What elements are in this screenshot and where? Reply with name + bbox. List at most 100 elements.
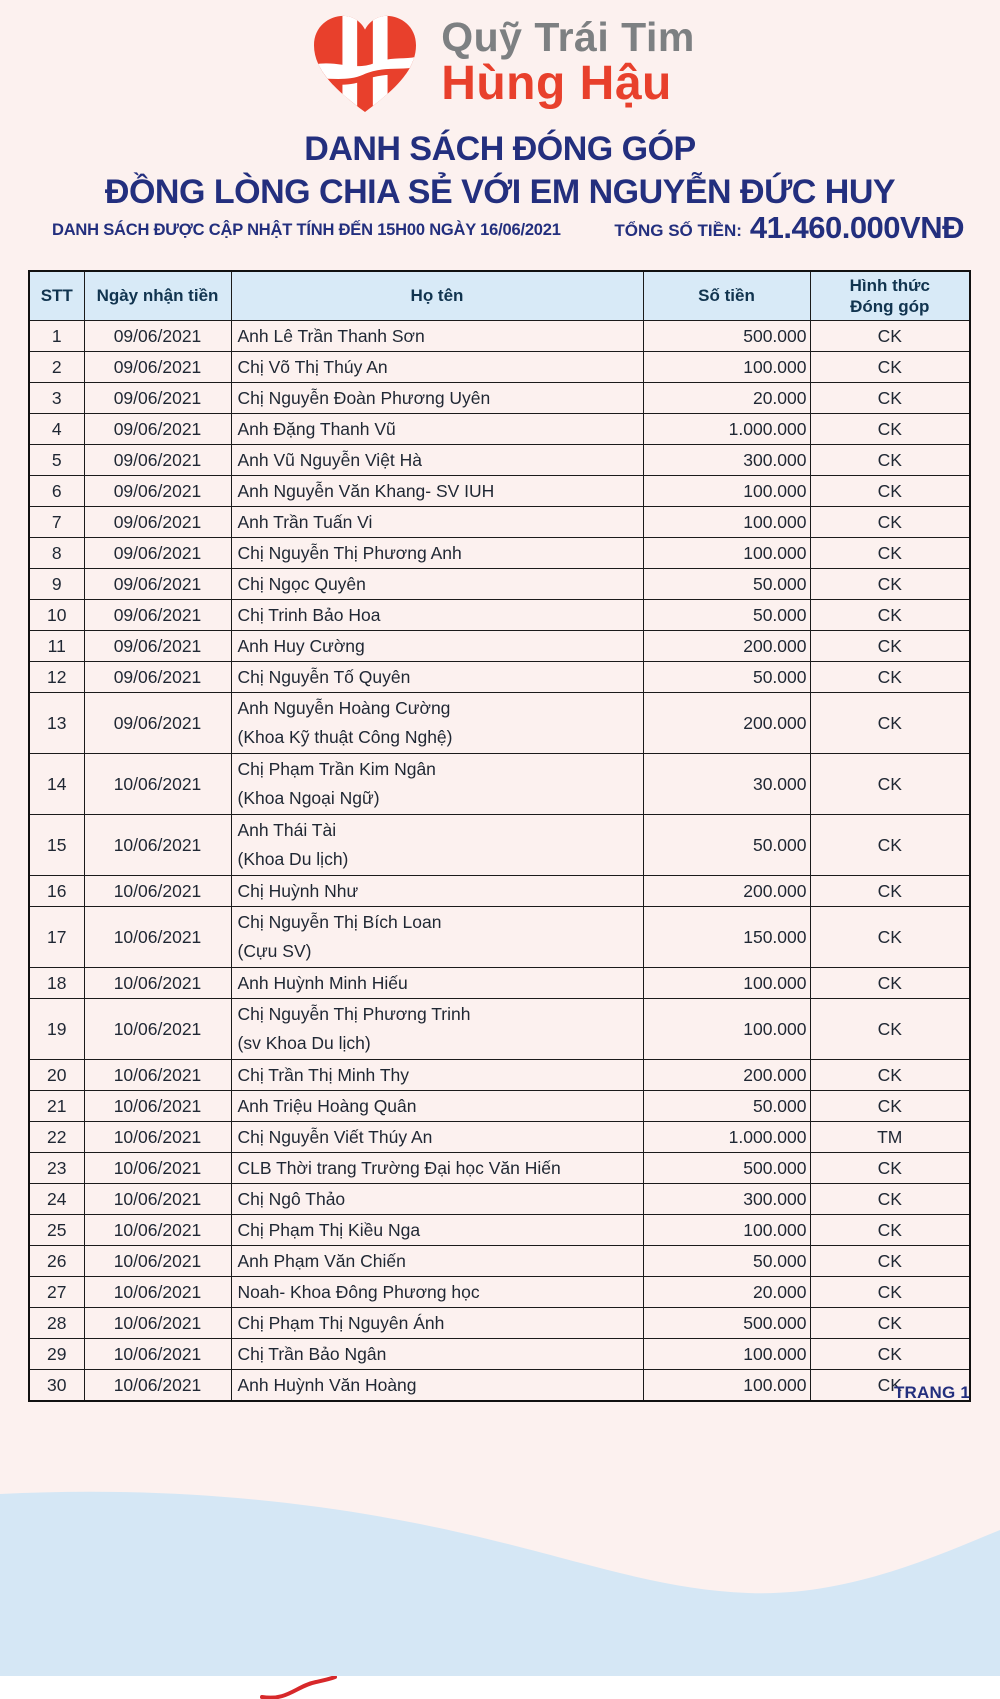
table-row: 15 10/06/2021 Anh Thái Tài (Khoa Du lịch) 50… — [28, 814, 971, 876]
cell-date: 09/06/2021 — [83, 351, 232, 383]
cell-date: 10/06/2021 — [83, 1152, 232, 1184]
table-row: 3 09/06/2021 Chị Nguyễn Đoàn Phương Uyên 20… — [28, 382, 971, 414]
cell-stt: 17 — [28, 906, 85, 968]
cell-name: Chị Trần Thị Minh Thy — [230, 1059, 644, 1091]
cell-method: CK — [809, 1338, 971, 1370]
cell-name: Noah- Khoa Đông Phương học — [230, 1276, 644, 1308]
cell-stt: 13 — [28, 692, 85, 754]
donor-name: Chị Nguyễn Tố Quyên — [237, 666, 411, 687]
table-row: 6 09/06/2021 Anh Nguyễn Văn Khang- SV IUH 1… — [28, 475, 971, 507]
cell-date: 10/06/2021 — [83, 1183, 232, 1215]
cell-method: CK — [809, 1214, 971, 1246]
table-row: 14 10/06/2021 Chị Phạm Trần Kim Ngân (Khoa … — [28, 753, 971, 815]
brand-header: Quỹ Trái Tim Hùng Hậu — [0, 12, 1000, 114]
table-row: 30 10/06/2021 Anh Huỳnh Văn Hoàng 100.000 CK — [28, 1369, 971, 1402]
cell-method: CK — [809, 444, 971, 476]
cell-date: 09/06/2021 — [83, 692, 232, 754]
table-row: 1 09/06/2021 Anh Lê Trần Thanh Sơn 500.000 C… — [28, 320, 971, 352]
cell-name: Chị Ngô Thảo — [230, 1183, 644, 1215]
cell-stt: 30 — [28, 1369, 85, 1402]
cell-name: Chị Nguyễn Thị Phương Trinh (sv Khoa Du l… — [230, 998, 644, 1060]
cell-date: 09/06/2021 — [83, 568, 232, 600]
donor-name: Anh Huỳnh Văn Hoàng — [237, 1374, 417, 1395]
donor-name-detail: (Khoa Ngoại Ngữ) — [237, 788, 380, 808]
donor-name: Chị Ngô Thảo — [237, 1188, 346, 1209]
cell-date: 09/06/2021 — [83, 630, 232, 662]
cell-stt: 24 — [28, 1183, 85, 1215]
brand-text: Quỹ Trái Tim Hùng Hậu — [441, 16, 695, 109]
total-amount-group: TỔNG SỐ TIỀN: 41.460.000VNĐ — [614, 210, 964, 246]
cell-amount: 300.000 — [642, 444, 811, 476]
table-row: 13 09/06/2021 Anh Nguyễn Hoàng Cường (Khoa … — [28, 692, 971, 754]
cell-date: 09/06/2021 — [83, 413, 232, 445]
donor-name: Anh Trần Tuấn Vi — [237, 511, 373, 532]
table-row: 4 09/06/2021 Anh Đặng Thanh Vũ 1.000.000 CK — [28, 413, 971, 445]
table-row: 28 10/06/2021 Chị Phạm Thị Nguyên Ánh 500.0… — [28, 1307, 971, 1339]
total-amount: 41.460.000VNĐ — [749, 210, 965, 245]
donor-name: Chị Nguyễn Thị Phương Anh — [237, 542, 462, 563]
table-row: 25 10/06/2021 Chị Phạm Thị Kiều Nga 100.000… — [28, 1214, 971, 1246]
cell-date: 09/06/2021 — [83, 506, 232, 538]
cell-amount: 100.000 — [642, 475, 811, 507]
table-header: STT Ngày nhận tiền Họ tên Số tiền Hình t… — [28, 270, 971, 321]
update-note: DANH SÁCH ĐƯỢC CẬP NHẬT TÍNH ĐẾN 15H00 N… — [52, 221, 561, 239]
cell-stt: 5 — [28, 444, 85, 476]
cell-method: CK — [809, 568, 971, 600]
cell-name: Chị Huỳnh Như — [230, 875, 644, 907]
cell-stt: 19 — [28, 998, 85, 1060]
table-row: 9 09/06/2021 Chị Ngọc Quyên 50.000 CK — [28, 568, 971, 600]
cell-stt: 27 — [28, 1276, 85, 1308]
meta-row: DANH SÁCH ĐƯỢC CẬP NHẬT TÍNH ĐẾN 15H00 N… — [52, 210, 965, 246]
cell-amount: 50.000 — [642, 814, 811, 876]
cell-date: 10/06/2021 — [83, 875, 232, 907]
header-method-line2: Đóng góp — [850, 297, 930, 316]
cell-date: 10/06/2021 — [83, 814, 232, 876]
cell-method: CK — [809, 661, 971, 693]
cell-name: Chị Nguyễn Thị Phương Anh — [230, 537, 644, 569]
cell-name: Chị Trinh Bảo Hoa — [230, 599, 644, 631]
total-label: TỔNG SỐ TIỀN: — [614, 221, 742, 240]
brand-name-bottom: Hùng Hậu — [441, 57, 672, 111]
cell-amount: 100.000 — [642, 1338, 811, 1370]
cell-stt: 28 — [28, 1307, 85, 1339]
table-row: 22 10/06/2021 Chị Nguyễn Viết Thúy An 1.000… — [28, 1121, 971, 1153]
cell-date: 09/06/2021 — [83, 537, 232, 569]
table-row: 23 10/06/2021 CLB Thời trang Trường Đại họ… — [28, 1152, 971, 1184]
cell-stt: 9 — [28, 568, 85, 600]
table-row: 11 09/06/2021 Anh Huy Cường 200.000 CK — [28, 630, 971, 662]
table-row: 27 10/06/2021 Noah- Khoa Đông Phương học 20… — [28, 1276, 971, 1308]
donor-name-detail: (sv Khoa Du lịch) — [237, 1033, 371, 1053]
cell-stt: 2 — [28, 351, 85, 383]
cell-method: CK — [809, 967, 971, 999]
cell-amount: 500.000 — [642, 1307, 811, 1339]
table-row: 5 09/06/2021 Anh Vũ Nguyễn Việt Hà 300.000 C… — [28, 444, 971, 476]
donor-name: Chị Trần Bảo Ngân — [237, 1343, 387, 1364]
cell-date: 09/06/2021 — [83, 661, 232, 693]
donor-name: Chị Phạm Thị Nguyên Ánh — [237, 1312, 445, 1333]
cell-amount: 50.000 — [642, 1090, 811, 1122]
page-title: DANH SÁCH ĐÓNG GÓP ĐỒNG LÒNG CHIA SẺ VỚI… — [0, 128, 1000, 214]
page-number: TRANG 1 — [893, 1383, 970, 1402]
cell-name: Anh Đặng Thanh Vũ — [230, 413, 644, 445]
cell-date: 10/06/2021 — [83, 1369, 232, 1402]
cell-name: Anh Vũ Nguyễn Việt Hà — [230, 444, 644, 476]
cell-method: CK — [809, 814, 971, 876]
cell-amount: 500.000 — [642, 1152, 811, 1184]
cell-method: CK — [809, 692, 971, 754]
cell-stt: 4 — [28, 413, 85, 445]
donor-name: Anh Huy Cường — [237, 635, 365, 656]
cell-name: Anh Trần Tuấn Vi — [230, 506, 644, 538]
cell-date: 10/06/2021 — [83, 967, 232, 999]
table-row: 12 09/06/2021 Chị Nguyễn Tố Quyên 50.000 CK — [28, 661, 971, 693]
cell-name: Chị Trần Bảo Ngân — [230, 1338, 644, 1370]
table-row: 24 10/06/2021 Chị Ngô Thảo 300.000 CK — [28, 1183, 971, 1215]
cell-method: CK — [809, 1307, 971, 1339]
cell-name: CLB Thời trang Trường Đại học Văn Hiến — [230, 1152, 644, 1184]
donor-name: Chị Phạm Trần Kim Ngân — [237, 759, 436, 779]
donor-name: Chị Nguyễn Đoàn Phương Uyên — [237, 387, 491, 408]
cell-method: CK — [809, 1059, 971, 1091]
cell-stt: 10 — [28, 599, 85, 631]
cell-method: TM — [809, 1121, 971, 1153]
cell-stt: 25 — [28, 1214, 85, 1246]
